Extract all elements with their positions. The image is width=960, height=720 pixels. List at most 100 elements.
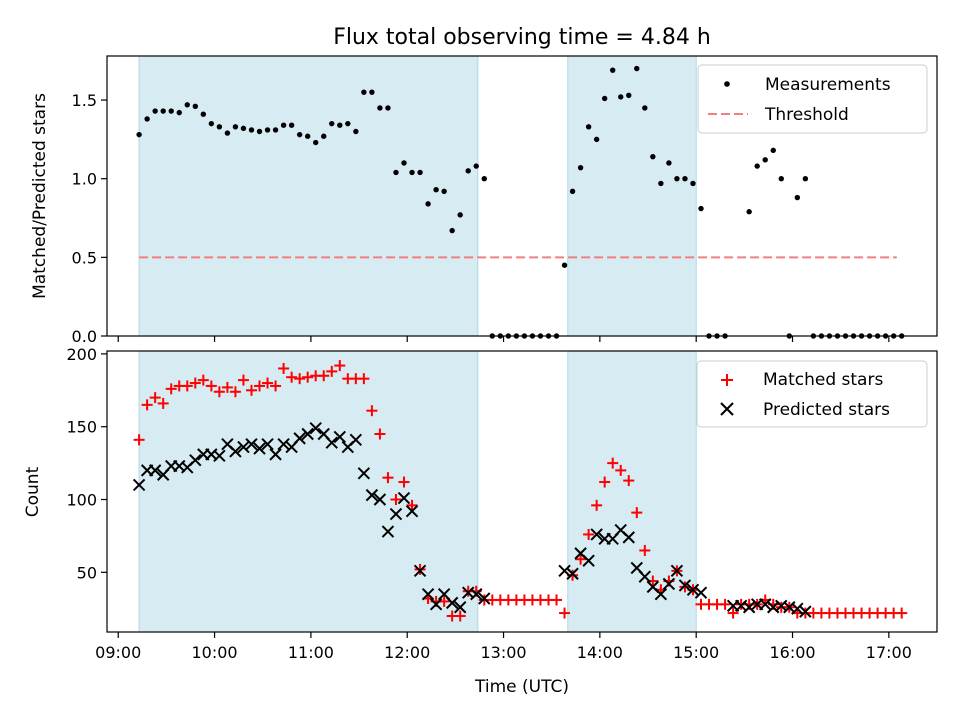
measurement-point	[585, 124, 592, 130]
top-legend-box	[697, 64, 928, 134]
matched-point	[358, 373, 370, 385]
predicted-point	[229, 445, 242, 458]
predicted-point	[189, 453, 202, 467]
legend-measurements-label: Measurements	[765, 75, 891, 95]
matched-point	[398, 476, 410, 488]
measurement-point	[160, 108, 166, 114]
measurement-point	[441, 188, 447, 194]
x-tick-label: 10:00	[192, 643, 238, 662]
predicted-point	[582, 554, 595, 567]
matched-point	[896, 607, 908, 619]
predicted-point	[421, 587, 435, 601]
matched-point	[213, 386, 225, 398]
bottom-shaded-intervals	[138, 350, 697, 633]
top-y-axis: 0.0 0.5 1.0 1.5	[72, 91, 107, 346]
measurement-point	[746, 209, 752, 215]
matched-point	[157, 397, 169, 409]
matched-point	[623, 475, 635, 487]
measurement-point	[465, 168, 471, 174]
measurement-point	[313, 139, 319, 146]
predicted-point	[213, 449, 226, 463]
predicted-point	[253, 442, 266, 455]
top-x-tick-marks	[117, 336, 890, 342]
matched-point	[414, 563, 426, 575]
predicted-point	[397, 491, 411, 505]
predicted-point	[301, 427, 314, 441]
measurement-point	[176, 109, 182, 116]
legend-threshold-label: Threshold	[764, 105, 849, 125]
predicted-point	[742, 601, 756, 614]
matched-point	[559, 607, 571, 619]
predicted-point	[799, 605, 812, 618]
matched-point	[318, 370, 330, 382]
predicted-point	[590, 528, 603, 541]
predicted-point	[429, 598, 443, 611]
measurement-point	[353, 128, 359, 135]
y-tick-label: 1.0	[72, 170, 97, 189]
predicted-point	[558, 564, 571, 578]
matched-point	[551, 594, 563, 606]
legend-predicted-label: Predicted stars	[763, 400, 890, 420]
measurement-point	[473, 163, 479, 169]
measurement-point	[770, 147, 776, 154]
matched-point	[181, 380, 193, 392]
measurement-point	[802, 175, 809, 182]
predicted-point	[445, 596, 459, 610]
measurement-point	[192, 103, 198, 110]
matched-point	[165, 383, 177, 395]
matched-point	[719, 598, 731, 610]
bottom-x-axis-label: Time (UTC)	[474, 677, 569, 697]
predicted-point	[662, 577, 676, 591]
measurement-point	[409, 169, 415, 176]
matched-point	[406, 499, 418, 511]
bottom-y-axis: 50 100 150 200	[66, 345, 107, 582]
matched-point	[302, 371, 314, 383]
matched-point	[374, 428, 386, 440]
measurement-point	[794, 194, 801, 201]
measurement-point	[369, 89, 375, 95]
matched-point	[639, 544, 651, 556]
measurement-point	[304, 133, 311, 139]
measurement-point	[184, 102, 190, 108]
measurement-point	[577, 164, 584, 171]
predicted-point	[678, 579, 692, 592]
measurement-point	[296, 131, 303, 138]
y-tick-label: 1.5	[72, 91, 97, 110]
measurement-point	[425, 201, 431, 207]
measurement-point	[610, 67, 616, 73]
measurement-point	[256, 128, 263, 135]
measurement-point	[232, 124, 239, 130]
matched-point	[221, 381, 233, 393]
legend-matched-marker	[721, 374, 733, 386]
measurement-point	[754, 163, 760, 169]
x-tick-label: 13:00	[480, 643, 526, 662]
bottom-panel: 50 100 150 200 09:00 10:00 11:00 12:00 13:00 14:…	[23, 345, 938, 697]
matched-point	[197, 374, 209, 386]
bottom-x-axis: 09:00 10:00 11:00 12:00 13:00 14:00 15:00 16:00…	[95, 632, 912, 662]
predicted-point	[325, 436, 338, 449]
measurement-point	[658, 180, 664, 187]
predicted-point	[132, 478, 146, 492]
matched-point	[326, 365, 338, 377]
measurement-point	[248, 127, 255, 133]
measurement-point	[618, 94, 624, 100]
predicted-point	[638, 570, 652, 583]
measurement-point	[377, 105, 383, 111]
predicted-point	[686, 583, 700, 596]
measurement-point	[144, 116, 150, 122]
matched-point	[133, 434, 145, 446]
measurement-point	[337, 122, 343, 128]
predicted-point	[478, 592, 491, 605]
measurement-point	[136, 131, 142, 138]
matched-point	[270, 380, 282, 392]
measurement-point	[152, 108, 158, 114]
measurement-point	[666, 160, 672, 166]
measurement-point	[674, 175, 680, 182]
y-tick-label: 0.0	[72, 327, 97, 346]
matched-point	[615, 464, 627, 476]
predicted-point	[405, 504, 419, 518]
measurement-point	[417, 169, 423, 176]
x-tick-label: 16:00	[769, 643, 815, 662]
predicted-point	[694, 586, 708, 599]
